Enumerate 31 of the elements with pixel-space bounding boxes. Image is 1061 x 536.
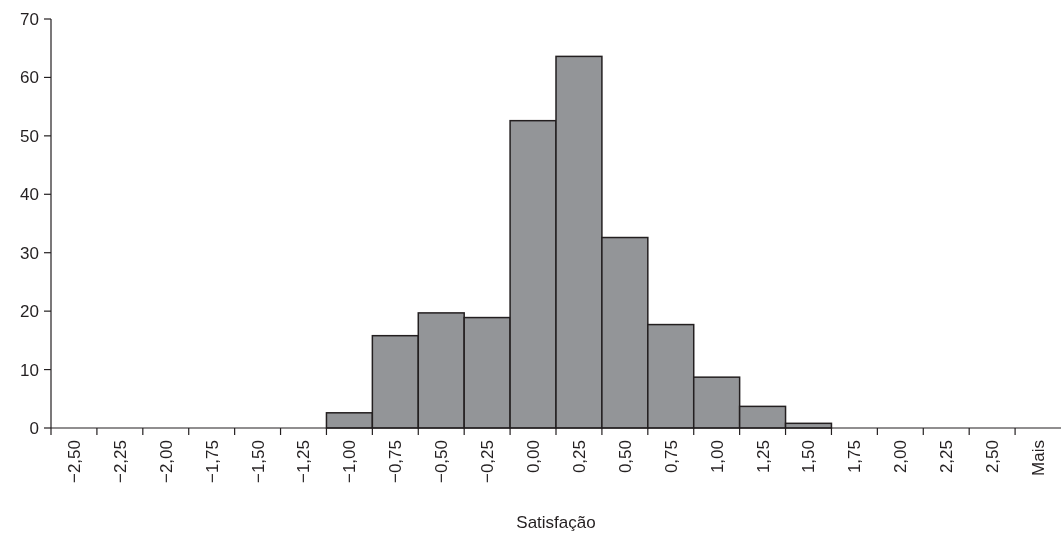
x-tick-label: 2,25: [937, 440, 957, 474]
y-tick-label: 30: [20, 243, 39, 263]
x-tick-label: Mais: [1029, 440, 1048, 476]
x-tick-label: 1,75: [845, 440, 865, 474]
x-tick-label: 0,00: [524, 440, 543, 474]
x-tick-label: −1,50: [248, 440, 268, 484]
x-tick-label: 0,75: [661, 440, 681, 474]
x-tick-label: −2,00: [156, 440, 176, 484]
x-tick-label: −1,25: [294, 440, 314, 484]
x-tick-label: −2,50: [64, 440, 84, 484]
x-tick-label: 0,25: [569, 440, 589, 474]
y-tick-label: 50: [20, 126, 39, 146]
x-tick-label: 2,50: [983, 440, 1003, 474]
y-tick-label: 20: [20, 302, 39, 322]
x-tick-label: −1,00: [340, 440, 360, 484]
x-tick-label: −1,75: [202, 440, 222, 484]
x-tick-label: −0,50: [432, 440, 452, 484]
x-tick-label: −2,25: [110, 440, 130, 484]
x-axis-title: Satisfação: [516, 513, 596, 532]
y-tick-label: 0: [29, 418, 39, 438]
y-tick-label: 10: [20, 360, 39, 380]
x-tick-label: −0,75: [386, 440, 406, 484]
y-tick-label: 70: [20, 9, 39, 29]
y-tick-label: 60: [20, 68, 39, 88]
x-tick-label: 2,00: [891, 440, 911, 474]
y-tick-label: 40: [20, 185, 39, 205]
x-tick-label: −0,25: [478, 440, 498, 484]
x-tick-label: 1,25: [753, 440, 773, 474]
x-tick-label: 1,50: [799, 440, 819, 474]
x-tick-label: 0,50: [615, 440, 635, 474]
x-tick-label: 1,00: [707, 440, 727, 474]
